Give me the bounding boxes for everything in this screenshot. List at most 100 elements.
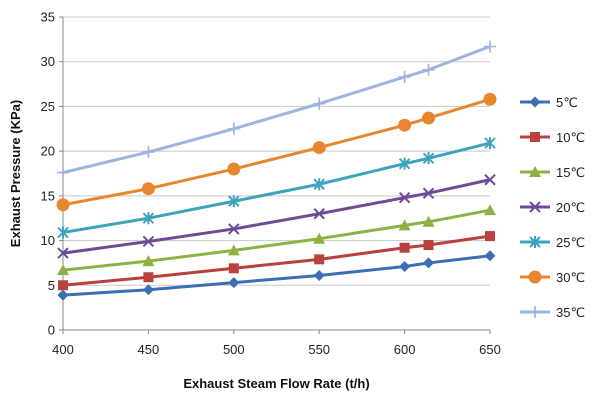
data-point [143,272,154,283]
legend-item: 35℃ [520,305,585,320]
y-tick-label: 10 [41,233,55,248]
data-point [423,257,435,269]
data-point [227,244,240,256]
x-axis-title: Exhaust Steam Flow Rate (t/h) [183,376,369,391]
x-tick-label: 450 [138,342,160,357]
data-point [313,269,325,281]
y-tick-label: 20 [41,144,55,159]
data-point [422,111,436,125]
data-point [398,191,411,204]
legend-marker [530,132,540,142]
data-point [398,219,411,231]
data-point [314,254,325,265]
series-2 [57,204,496,276]
legend-marker [529,201,541,213]
x-tick-label: 500 [223,342,245,357]
y-tick-label: 30 [41,54,55,69]
data-point [422,63,435,76]
data-point [485,231,495,242]
legend-item: 5℃ [520,95,578,110]
legend: 5℃ 10℃ 15℃ 20℃ 25℃ 30℃ 35℃ [520,95,585,320]
data-point [398,70,411,83]
y-tick-label: 25 [41,99,55,114]
data-point [58,280,68,291]
axes [62,17,490,331]
data-point [56,198,70,212]
legend-marker [528,270,542,284]
data-point [422,152,435,165]
data-point [422,187,435,199]
data-point [484,40,496,53]
data-point [313,178,325,191]
legend-label: 25℃ [556,235,585,250]
legend-item: 10℃ [520,130,585,145]
data-point [142,255,155,267]
data-point [399,242,410,253]
series-0 [57,250,496,301]
series-6 [57,40,496,179]
legend-item: 30℃ [520,270,585,285]
data-point [142,284,154,296]
data-point [423,240,434,251]
data-point [227,122,240,135]
series-3 [57,174,496,259]
legend-label: 35℃ [556,305,585,320]
series-1 [58,231,495,291]
x-tick-label: 400 [52,342,74,357]
data-point [399,261,411,273]
data-point [484,250,496,262]
data-point [313,97,326,110]
data-point [57,247,69,259]
data-point [398,118,412,132]
tick-labels: 0 5 10 15 20 25 30 35 400 450 500 550 600 650 [41,10,501,358]
data-point [57,166,69,179]
legend-item: 15℃ [520,165,585,180]
data-point [57,226,69,239]
grid-lines [59,16,491,334]
series-5 [56,92,497,212]
data-point [313,208,325,220]
legend-marker [529,236,541,248]
x-tick-label: 600 [394,342,416,357]
data-point [484,204,496,216]
y-tick-label: 0 [48,323,55,338]
data-point [313,232,326,244]
legend-item: 20℃ [520,200,585,215]
series-line [62,45,491,175]
legend-item: 25℃ [520,235,585,250]
data-point [484,137,496,150]
series-4 [57,137,496,239]
data-point [227,162,241,176]
data-point [57,264,69,276]
legend-marker [529,166,541,177]
y-axis-title: Exhaust Pressure (KPa) [8,100,23,247]
data-point [228,277,240,289]
data-point [312,141,326,155]
data-point [141,182,155,196]
y-tick-label: 35 [41,10,55,25]
data-point [228,263,239,274]
legend-marker [529,306,541,318]
data-point [228,195,240,208]
x-tick-label: 650 [479,342,501,357]
data-point [57,289,69,301]
data-point [398,157,411,170]
y-tick-label: 15 [41,188,55,203]
legend-label: 30℃ [556,270,585,285]
data-point [484,174,496,186]
legend-label: 15℃ [556,165,585,180]
legend-label: 10℃ [556,130,585,145]
data-point [142,235,155,248]
data-point [142,212,155,225]
y-tick-label: 5 [48,278,55,293]
legend-label: 20℃ [556,200,585,215]
plot-series [56,40,497,301]
legend-label: 5℃ [556,95,578,110]
data-point [142,146,155,159]
legend-marker [529,96,541,108]
data-point [483,92,497,106]
data-point [422,215,435,227]
data-point [228,223,240,235]
x-tick-label: 550 [308,342,330,357]
